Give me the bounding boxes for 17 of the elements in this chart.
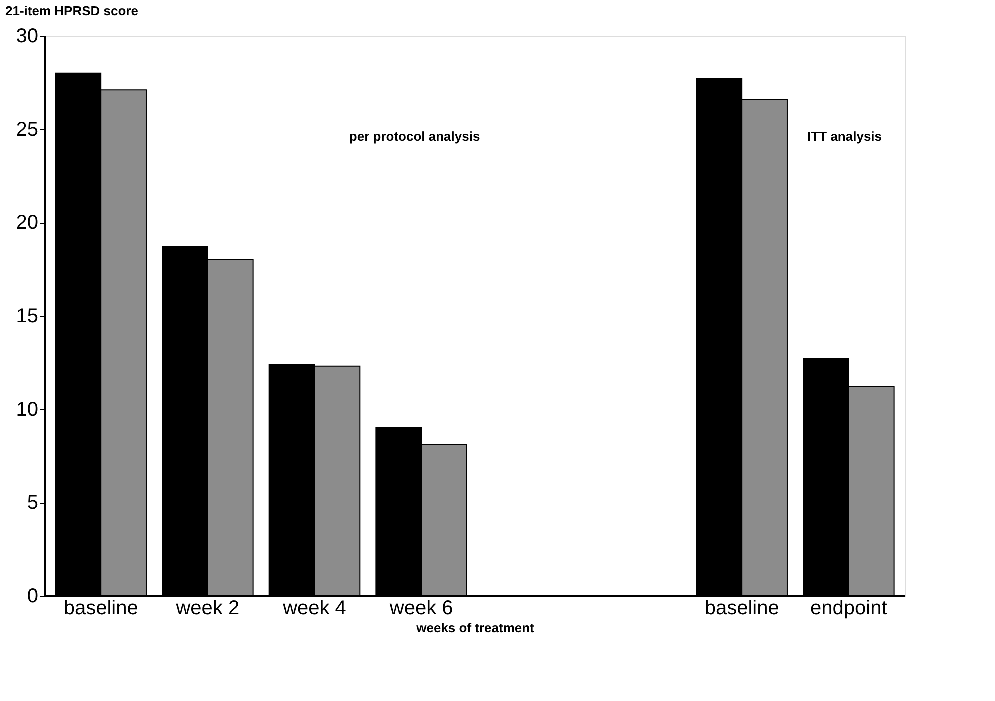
x-tick-label: week 4 <box>282 598 346 620</box>
y-tick-label: 30 <box>16 26 38 48</box>
y-tick-label: 25 <box>16 118 38 141</box>
annotation: ITT analysis <box>808 128 882 144</box>
y-tick-label: 20 <box>16 212 38 234</box>
x-tick-label: baseline <box>704 598 780 620</box>
y-tick-label: 15 <box>16 306 38 328</box>
y-tick-label: 0 <box>27 586 38 608</box>
annotation: per protocol analysis <box>349 128 480 144</box>
y-tick-label: 5 <box>27 492 38 514</box>
x-tick-label: endpoint <box>810 598 888 620</box>
y-axis-title: 21-item HPRSD score <box>6 4 138 18</box>
x-axis-title: weeks of treatment <box>416 620 536 636</box>
x-tick-label: baseline <box>64 598 138 620</box>
x-tick-label: week 6 <box>388 598 454 620</box>
y-tick-label: 10 <box>16 398 38 421</box>
x-tick-label: week 2 <box>175 598 240 620</box>
